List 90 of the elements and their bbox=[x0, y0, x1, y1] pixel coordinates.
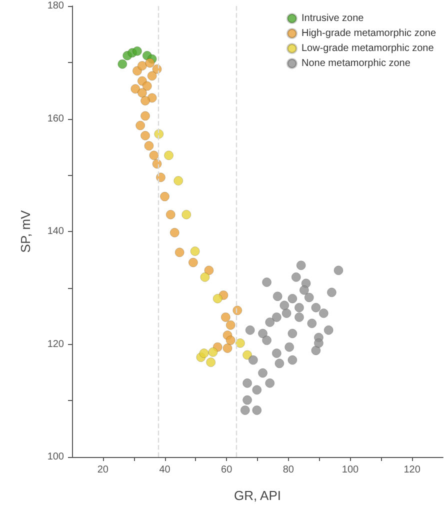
y-tick-label: 140 bbox=[47, 226, 64, 237]
point bbox=[242, 395, 252, 405]
point bbox=[288, 355, 298, 365]
legend-label: High-grade metamorphic zone bbox=[301, 28, 436, 39]
point bbox=[220, 312, 230, 322]
point bbox=[294, 302, 304, 312]
point bbox=[258, 368, 268, 378]
legend-label: None metamorphic zone bbox=[301, 58, 411, 69]
point bbox=[156, 172, 166, 182]
point bbox=[140, 96, 150, 106]
point bbox=[334, 266, 344, 276]
point bbox=[208, 347, 218, 357]
point bbox=[160, 192, 170, 202]
point bbox=[170, 228, 180, 238]
point bbox=[326, 288, 336, 298]
x-tick-label: 20 bbox=[97, 464, 109, 476]
point bbox=[272, 348, 282, 358]
point bbox=[182, 210, 192, 220]
point bbox=[284, 342, 294, 352]
point bbox=[188, 258, 198, 268]
y-tick-label: 120 bbox=[47, 338, 64, 350]
point bbox=[288, 294, 298, 304]
point bbox=[262, 277, 272, 287]
point bbox=[232, 306, 242, 316]
point bbox=[265, 318, 275, 328]
point bbox=[136, 120, 146, 130]
x-tick-label: 40 bbox=[159, 464, 171, 476]
point bbox=[212, 294, 222, 304]
legend-label: Low-grade metamorphic zone bbox=[301, 43, 434, 54]
point bbox=[248, 355, 258, 365]
point bbox=[226, 336, 236, 346]
point bbox=[140, 130, 150, 140]
point bbox=[144, 141, 154, 151]
x-tick-label: 100 bbox=[342, 464, 360, 476]
point bbox=[190, 246, 200, 256]
x-tick-label: 120 bbox=[404, 464, 421, 476]
point bbox=[145, 58, 155, 68]
point bbox=[314, 338, 324, 348]
point bbox=[174, 248, 184, 258]
point bbox=[274, 358, 284, 368]
y-tick-label: 180 bbox=[47, 0, 64, 12]
point bbox=[282, 308, 292, 318]
point bbox=[132, 46, 142, 56]
point bbox=[226, 320, 236, 330]
point bbox=[147, 71, 157, 81]
point bbox=[166, 210, 176, 220]
point bbox=[324, 325, 334, 335]
point bbox=[304, 292, 314, 302]
y-tick-label: 100 bbox=[47, 452, 64, 462]
point bbox=[242, 378, 252, 388]
point bbox=[142, 81, 152, 91]
point bbox=[280, 300, 290, 310]
point bbox=[149, 150, 159, 160]
point bbox=[200, 272, 210, 282]
point bbox=[291, 272, 301, 282]
point bbox=[235, 338, 245, 348]
x-axis-title: GR, API bbox=[234, 488, 281, 503]
point bbox=[206, 358, 216, 368]
point bbox=[307, 318, 317, 328]
point bbox=[318, 308, 328, 318]
x-tick-label: 60 bbox=[221, 464, 233, 476]
point bbox=[272, 292, 282, 302]
point bbox=[137, 88, 147, 98]
point bbox=[140, 111, 150, 121]
point bbox=[311, 346, 321, 356]
point bbox=[294, 312, 304, 322]
point bbox=[245, 325, 255, 335]
point bbox=[130, 84, 140, 94]
point bbox=[240, 405, 250, 415]
point bbox=[137, 61, 147, 71]
point bbox=[262, 336, 272, 346]
point bbox=[265, 378, 275, 388]
point bbox=[296, 260, 306, 270]
point bbox=[288, 328, 298, 338]
y-tick-label: 160 bbox=[47, 113, 64, 124]
point bbox=[118, 59, 128, 69]
point bbox=[199, 348, 209, 358]
point bbox=[258, 328, 268, 338]
point bbox=[222, 343, 232, 353]
point bbox=[204, 266, 214, 276]
point bbox=[252, 385, 262, 395]
legend-label: Intrusive zone bbox=[301, 13, 364, 24]
point bbox=[174, 176, 184, 186]
point bbox=[311, 302, 321, 312]
point bbox=[272, 312, 282, 322]
x-tick-label: 80 bbox=[282, 464, 294, 476]
point bbox=[164, 150, 174, 160]
y-axis-title: SP, mV bbox=[18, 210, 33, 253]
point bbox=[299, 285, 309, 295]
point bbox=[252, 405, 262, 415]
